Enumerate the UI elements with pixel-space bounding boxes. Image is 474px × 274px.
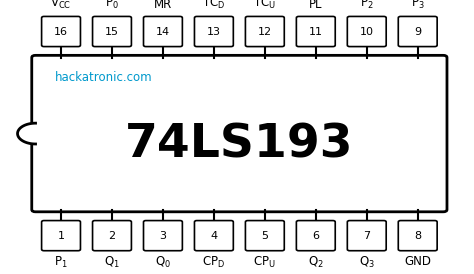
Text: hackatronic.com: hackatronic.com — [55, 71, 152, 84]
Text: 13: 13 — [207, 27, 221, 36]
FancyBboxPatch shape — [32, 55, 447, 212]
Text: 16: 16 — [54, 27, 68, 36]
FancyBboxPatch shape — [194, 16, 233, 47]
FancyBboxPatch shape — [144, 16, 182, 47]
FancyBboxPatch shape — [296, 16, 335, 47]
Text: 5: 5 — [261, 231, 268, 241]
Text: CP$_{\mathregular{D}}$: CP$_{\mathregular{D}}$ — [202, 255, 226, 270]
Text: V$_{\mathregular{CC}}$: V$_{\mathregular{CC}}$ — [50, 0, 72, 11]
Text: 3: 3 — [159, 231, 166, 241]
Text: 74LS193: 74LS193 — [125, 122, 354, 167]
Text: Q$_{\mathregular{1}}$: Q$_{\mathregular{1}}$ — [104, 255, 120, 270]
Text: Q$_{\mathregular{0}}$: Q$_{\mathregular{0}}$ — [155, 255, 171, 270]
Text: 8: 8 — [414, 231, 421, 241]
Text: 2: 2 — [109, 231, 116, 241]
FancyBboxPatch shape — [144, 221, 182, 251]
Text: Q$_{\mathregular{2}}$: Q$_{\mathregular{2}}$ — [308, 255, 324, 270]
FancyBboxPatch shape — [296, 221, 335, 251]
FancyBboxPatch shape — [92, 16, 131, 47]
Polygon shape — [18, 123, 36, 144]
Text: TC$_{\mathregular{U}}$: TC$_{\mathregular{U}}$ — [254, 0, 276, 11]
Text: MR: MR — [154, 0, 172, 11]
Text: 6: 6 — [312, 231, 319, 241]
FancyBboxPatch shape — [92, 221, 131, 251]
FancyBboxPatch shape — [347, 221, 386, 251]
Text: Q$_{\mathregular{3}}$: Q$_{\mathregular{3}}$ — [359, 255, 375, 270]
Text: 10: 10 — [360, 27, 374, 36]
FancyBboxPatch shape — [246, 221, 284, 251]
Text: 4: 4 — [210, 231, 218, 241]
FancyBboxPatch shape — [42, 221, 81, 251]
FancyBboxPatch shape — [246, 16, 284, 47]
FancyBboxPatch shape — [398, 16, 437, 47]
Text: 9: 9 — [414, 27, 421, 36]
Text: P$_{\mathregular{2}}$: P$_{\mathregular{2}}$ — [360, 0, 374, 11]
FancyBboxPatch shape — [347, 16, 386, 47]
Text: TC$_{\mathregular{D}}$: TC$_{\mathregular{D}}$ — [202, 0, 226, 11]
Text: 15: 15 — [105, 27, 119, 36]
Text: PL: PL — [309, 0, 322, 11]
FancyBboxPatch shape — [42, 16, 81, 47]
Text: P$_{\mathregular{1}}$: P$_{\mathregular{1}}$ — [54, 255, 68, 270]
FancyBboxPatch shape — [398, 221, 437, 251]
Text: CP$_{\mathregular{U}}$: CP$_{\mathregular{U}}$ — [254, 255, 276, 270]
Text: P$_{\mathregular{0}}$: P$_{\mathregular{0}}$ — [105, 0, 119, 11]
FancyBboxPatch shape — [194, 221, 233, 251]
Text: 1: 1 — [57, 231, 64, 241]
Text: 14: 14 — [156, 27, 170, 36]
Text: 11: 11 — [309, 27, 323, 36]
Text: P$_{\mathregular{3}}$: P$_{\mathregular{3}}$ — [411, 0, 425, 11]
Text: 12: 12 — [258, 27, 272, 36]
Text: GND: GND — [404, 255, 431, 268]
Text: 7: 7 — [363, 231, 370, 241]
